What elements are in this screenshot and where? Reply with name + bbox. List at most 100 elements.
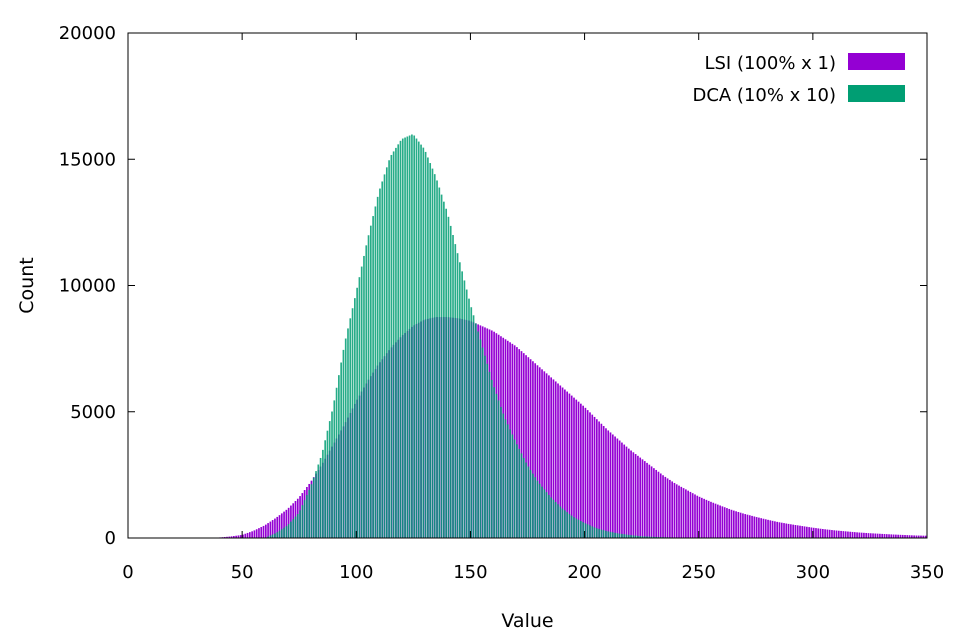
lsi-bar: [285, 509, 288, 538]
lsi-bar: [586, 410, 589, 538]
lsi-bar: [812, 527, 815, 538]
dca-bar: [595, 528, 598, 538]
dca-bar: [559, 506, 562, 538]
dca-bar: [607, 531, 610, 538]
x-axis-title: Value: [501, 610, 553, 632]
lsi-bar: [657, 471, 660, 538]
dca-bar: [388, 160, 390, 538]
lsi-bar: [518, 349, 521, 538]
dca-bar: [511, 434, 514, 538]
lsi-bar: [653, 468, 655, 538]
dca-bar: [586, 524, 589, 538]
lsi-bar: [680, 486, 683, 538]
lsi-bar: [557, 383, 559, 538]
lsi-bar: [712, 502, 715, 538]
dca-bar: [287, 524, 290, 538]
dca-bar: [401, 138, 404, 539]
dca-bar: [621, 533, 623, 538]
lsi-bar: [801, 526, 804, 538]
lsi-bar: [737, 511, 740, 538]
lsi-bar: [815, 528, 817, 538]
lsi-bar: [844, 531, 847, 538]
dca-bar: [481, 347, 484, 538]
y-tick-label: 20000: [59, 23, 116, 44]
lsi-bar: [550, 377, 553, 538]
dca-bar: [433, 174, 436, 538]
x-tick-label: 150: [453, 562, 487, 583]
lsi-bar: [280, 513, 283, 538]
dca-bar: [591, 526, 594, 538]
lsi-bar: [525, 355, 527, 538]
lsi-bar: [675, 484, 678, 538]
dca-bar: [616, 533, 619, 538]
lsi-bar: [276, 516, 279, 538]
dca-bar: [602, 530, 605, 538]
lsi-bar: [516, 347, 518, 538]
lsi-bar: [623, 444, 626, 538]
lsi-bar: [630, 450, 632, 538]
lsi-bar: [520, 351, 523, 538]
dca-bar: [461, 271, 463, 538]
dca-bar: [520, 453, 523, 538]
lsi-bar: [554, 381, 557, 538]
lsi-bar: [529, 359, 532, 538]
dca-bar: [369, 225, 372, 538]
dca-bar: [625, 534, 628, 538]
dca-bar: [634, 535, 637, 538]
legend-label-dca: DCA (10% x 10): [692, 85, 836, 106]
lsi-bar: [746, 514, 749, 538]
dca-bar: [646, 536, 648, 538]
lsi-bar: [876, 533, 879, 538]
dca-bar: [363, 255, 365, 538]
lsi-bar: [899, 534, 902, 538]
lsi-bar: [595, 419, 598, 538]
dca-series-bars: [264, 134, 699, 539]
dca-bar: [280, 529, 283, 538]
lsi-bar: [703, 498, 705, 538]
lsi-bar: [794, 525, 797, 538]
x-tick-label: 100: [339, 562, 373, 583]
lsi-bar: [226, 536, 228, 538]
lsi-bar: [627, 448, 630, 538]
lsi-bar: [739, 512, 742, 538]
dca-bar: [463, 280, 466, 538]
axis-tick-labels: 0 50 100 150 200 250 300 350 0 5000 10000 15000 2000…: [59, 23, 944, 583]
lsi-bar: [230, 536, 233, 538]
dca-bar: [479, 339, 482, 538]
lsi-bar: [687, 490, 689, 538]
dca-bar: [605, 530, 607, 538]
dca-bar: [598, 528, 600, 538]
lsi-bar: [260, 527, 263, 538]
lsi-bar: [593, 416, 596, 538]
lsi-bar: [698, 496, 701, 538]
lsi-bar: [541, 369, 543, 538]
dca-bar: [543, 489, 546, 538]
dca-bar: [271, 534, 274, 538]
lsi-bar: [605, 428, 607, 538]
lsi-bar: [842, 531, 845, 538]
lsi-bar: [577, 401, 580, 538]
lsi-bar: [669, 479, 671, 538]
dca-bar: [472, 315, 475, 538]
lsi-bar: [858, 532, 861, 538]
lsi-bar: [591, 414, 594, 538]
dca-bar: [397, 144, 400, 538]
dca-bar: [639, 536, 642, 538]
lsi-bar: [696, 495, 699, 538]
dca-bar: [452, 235, 454, 538]
dca-bar: [627, 534, 630, 538]
lsi-bar: [726, 508, 728, 538]
lsi-bar: [872, 533, 874, 538]
dca-bar: [290, 521, 292, 538]
dca-bar: [525, 462, 527, 538]
dca-bar: [413, 135, 416, 538]
dca-bar: [335, 387, 338, 538]
lsi-bar: [860, 532, 863, 538]
dca-bar: [285, 526, 288, 538]
lsi-bar: [552, 379, 555, 538]
lsi-bar: [856, 532, 858, 538]
dca-bar: [383, 174, 386, 538]
lsi-bar: [762, 518, 765, 538]
lsi-bar: [769, 520, 772, 538]
